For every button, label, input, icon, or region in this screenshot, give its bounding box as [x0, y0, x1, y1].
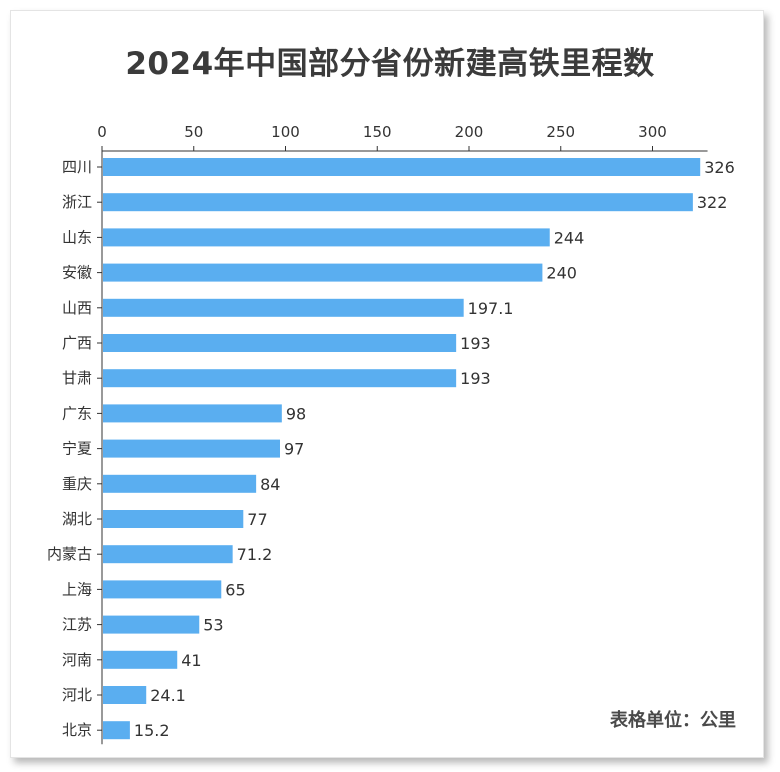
unit-note: 表格单位：公里	[610, 710, 736, 731]
value-label: 65	[225, 580, 245, 599]
value-label: 71.2	[237, 545, 273, 564]
category-label: 河南	[62, 651, 92, 669]
x-tick-label: 200	[455, 123, 484, 141]
value-label: 244	[554, 228, 585, 247]
category-label: 广西	[62, 334, 92, 352]
value-label: 41	[181, 651, 201, 670]
category-label: 湖北	[62, 510, 92, 528]
category-label: 江苏	[62, 616, 92, 634]
category-label: 山东	[62, 228, 92, 246]
category-label: 内蒙古	[47, 545, 92, 563]
x-tick-label: 0	[97, 123, 107, 141]
bar	[103, 158, 701, 176]
bar	[103, 369, 457, 388]
value-label: 193	[460, 369, 491, 388]
bar	[103, 580, 222, 599]
value-label: 84	[260, 475, 280, 494]
category-label: 安徽	[62, 264, 92, 282]
category-label: 河北	[62, 686, 92, 704]
bar	[103, 404, 282, 423]
value-label: 197.1	[468, 299, 514, 318]
value-label: 322	[697, 193, 728, 212]
x-tick-label: 50	[184, 123, 203, 141]
bar	[103, 298, 464, 317]
category-label: 上海	[62, 580, 92, 598]
bar	[103, 650, 178, 669]
x-tick-label: 150	[363, 123, 392, 141]
bar	[103, 686, 147, 704]
bar	[103, 615, 200, 634]
category-label: 山西	[62, 299, 92, 317]
value-label: 77	[247, 510, 267, 529]
bar	[103, 545, 233, 564]
x-tick-label: 300	[638, 123, 667, 141]
value-label: 15.2	[134, 721, 170, 740]
value-label: 326	[704, 158, 735, 177]
bar	[103, 439, 280, 458]
category-label: 重庆	[62, 475, 92, 493]
value-label: 24.1	[150, 686, 186, 705]
value-label: 193	[460, 334, 491, 353]
category-label: 四川	[62, 158, 92, 176]
bar	[103, 263, 543, 282]
bar	[103, 474, 257, 493]
x-tick-label: 250	[546, 123, 575, 141]
category-label: 浙江	[62, 193, 92, 211]
category-label: 甘肃	[62, 369, 92, 387]
x-tick-label: 100	[271, 123, 300, 141]
value-label: 97	[284, 440, 304, 459]
category-label: 北京	[62, 721, 92, 739]
bar	[103, 193, 693, 212]
value-label: 240	[546, 264, 577, 283]
bar	[103, 510, 244, 528]
category-label: 广东	[62, 404, 92, 422]
value-label: 98	[286, 404, 306, 423]
value-label: 53	[203, 616, 223, 635]
bar	[103, 228, 550, 247]
chart-title: 2024年中国部分省份新建高铁里程数	[125, 46, 655, 82]
category-label: 宁夏	[62, 440, 92, 458]
bar	[103, 334, 457, 352]
bar	[103, 721, 130, 740]
